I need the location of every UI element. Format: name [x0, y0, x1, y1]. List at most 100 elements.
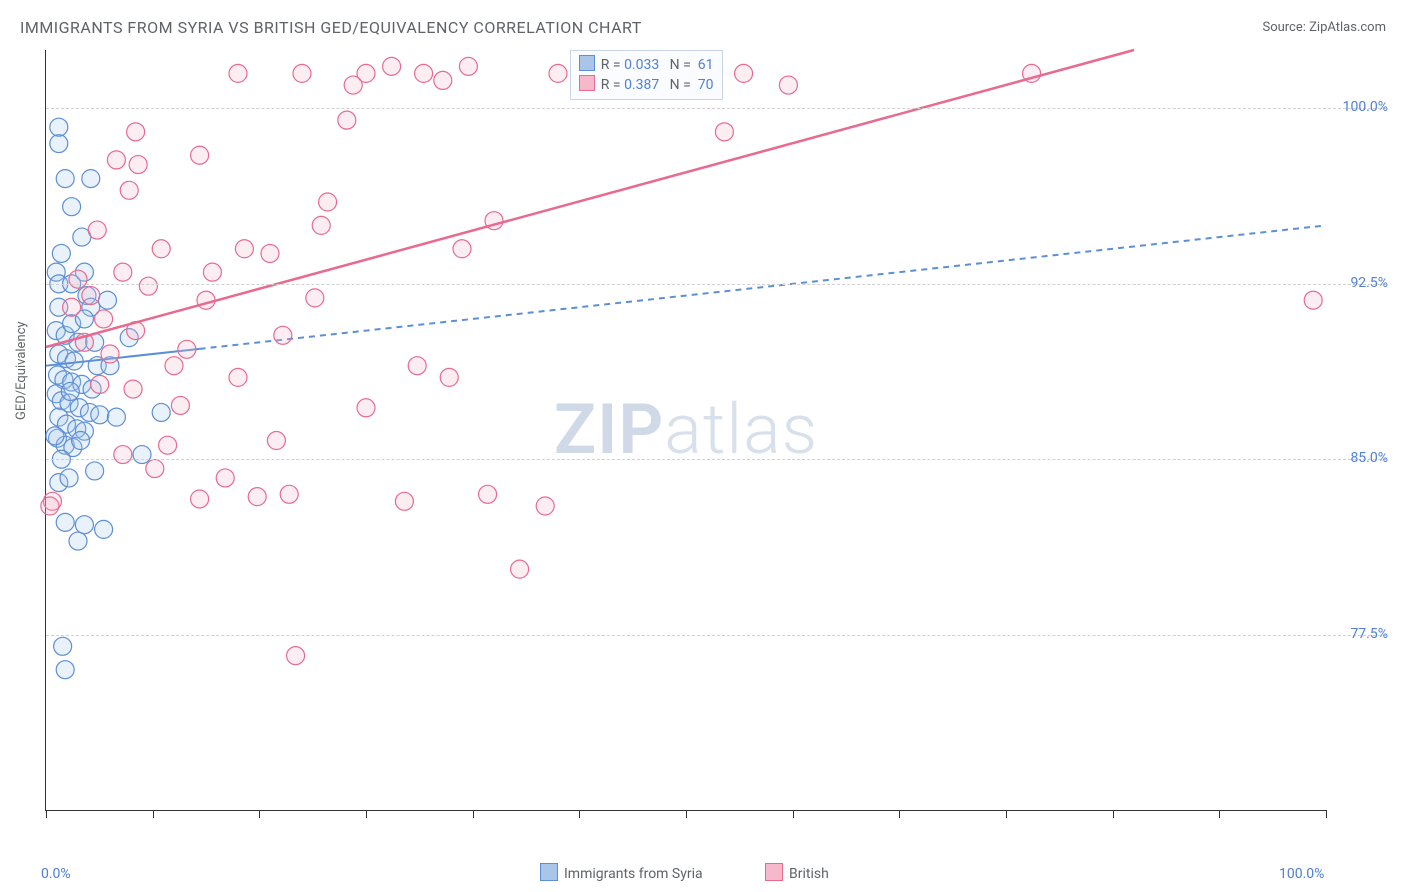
data-point: [72, 432, 90, 450]
x-tick: [1006, 810, 1007, 818]
data-point: [415, 64, 433, 82]
data-point: [127, 123, 145, 141]
data-point: [41, 497, 59, 515]
data-point: [235, 240, 253, 258]
data-point: [52, 244, 70, 262]
data-point: [152, 240, 170, 258]
x-tick: [579, 810, 580, 818]
data-point: [50, 135, 68, 153]
data-point: [95, 310, 113, 328]
x-tick-label: 0.0%: [41, 866, 71, 882]
data-point: [229, 64, 247, 82]
data-point: [82, 287, 100, 305]
data-point: [98, 291, 116, 309]
data-point: [88, 221, 106, 239]
data-point: [54, 637, 72, 655]
x-tick: [686, 810, 687, 818]
data-point: [511, 560, 529, 578]
data-point: [129, 156, 147, 174]
data-point: [56, 170, 74, 188]
data-point: [293, 64, 311, 82]
data-point: [69, 532, 87, 550]
x-tick: [46, 810, 47, 818]
x-tick: [1326, 810, 1327, 818]
data-point: [440, 368, 458, 386]
data-point: [120, 181, 138, 199]
chart-title: IMMIGRANTS FROM SYRIA VS BRITISH GED/EQU…: [20, 18, 642, 37]
x-tick: [793, 810, 794, 818]
x-tick: [1113, 810, 1114, 818]
data-point: [107, 408, 125, 426]
y-tick-label: 92.5%: [1350, 275, 1388, 291]
gridline: [46, 635, 1386, 636]
data-point: [459, 57, 477, 75]
data-point: [408, 357, 426, 375]
data-point: [91, 406, 109, 424]
y-axis-label: GED/Equivalency: [14, 321, 29, 420]
data-point: [338, 111, 356, 129]
data-point: [715, 123, 733, 141]
data-point: [383, 57, 401, 75]
x-tick-label: 100.0%: [1279, 866, 1324, 882]
data-point: [453, 240, 471, 258]
data-point: [75, 516, 93, 534]
trend-line-dashed: [200, 225, 1326, 348]
data-point: [124, 380, 142, 398]
stats-legend: R = 0.033 N = 61R = 0.387 N = 70: [570, 50, 723, 100]
data-point: [152, 403, 170, 421]
data-point: [95, 520, 113, 538]
data-point: [56, 513, 74, 531]
data-point: [267, 432, 285, 450]
data-point: [165, 357, 183, 375]
data-point: [248, 488, 266, 506]
data-point: [178, 340, 196, 358]
data-point: [536, 497, 554, 515]
gridline: [46, 108, 1386, 109]
stats-legend-row: R = 0.033 N = 61: [579, 55, 714, 75]
data-point: [287, 647, 305, 665]
y-tick-label: 77.5%: [1350, 626, 1388, 642]
data-point: [357, 399, 375, 417]
legend-item-british: British: [765, 863, 829, 882]
data-point: [312, 216, 330, 234]
data-point: [56, 661, 74, 679]
data-point: [549, 64, 567, 82]
data-point: [280, 485, 298, 503]
gridline: [46, 284, 1386, 285]
x-tick: [259, 810, 260, 818]
x-tick: [366, 810, 367, 818]
data-point: [69, 270, 87, 288]
data-point: [319, 193, 337, 211]
plot-area: ZIPatlas: [45, 50, 1326, 811]
x-tick: [899, 810, 900, 818]
gridline: [46, 459, 1386, 460]
data-point: [197, 291, 215, 309]
data-point: [274, 326, 292, 344]
data-point: [344, 76, 362, 94]
data-point: [60, 469, 78, 487]
data-point: [101, 345, 119, 363]
data-point: [63, 298, 81, 316]
x-tick: [473, 810, 474, 818]
source-label: Source: ZipAtlas.com: [1262, 20, 1386, 35]
data-point: [63, 198, 81, 216]
y-tick-label: 85.0%: [1350, 450, 1388, 466]
data-point: [114, 446, 132, 464]
data-point: [735, 64, 753, 82]
data-point: [61, 382, 79, 400]
scatter-svg: [46, 50, 1326, 810]
data-point: [261, 244, 279, 262]
data-point: [395, 492, 413, 510]
data-point: [133, 446, 151, 464]
data-point: [86, 462, 104, 480]
data-point: [216, 469, 234, 487]
data-point: [1304, 291, 1322, 309]
data-point: [146, 460, 164, 478]
data-point: [46, 427, 64, 445]
data-point: [114, 263, 132, 281]
data-point: [229, 368, 247, 386]
data-point: [139, 277, 157, 295]
data-point: [191, 490, 209, 508]
data-point: [50, 118, 68, 136]
stats-legend-row: R = 0.387 N = 70: [579, 75, 714, 95]
